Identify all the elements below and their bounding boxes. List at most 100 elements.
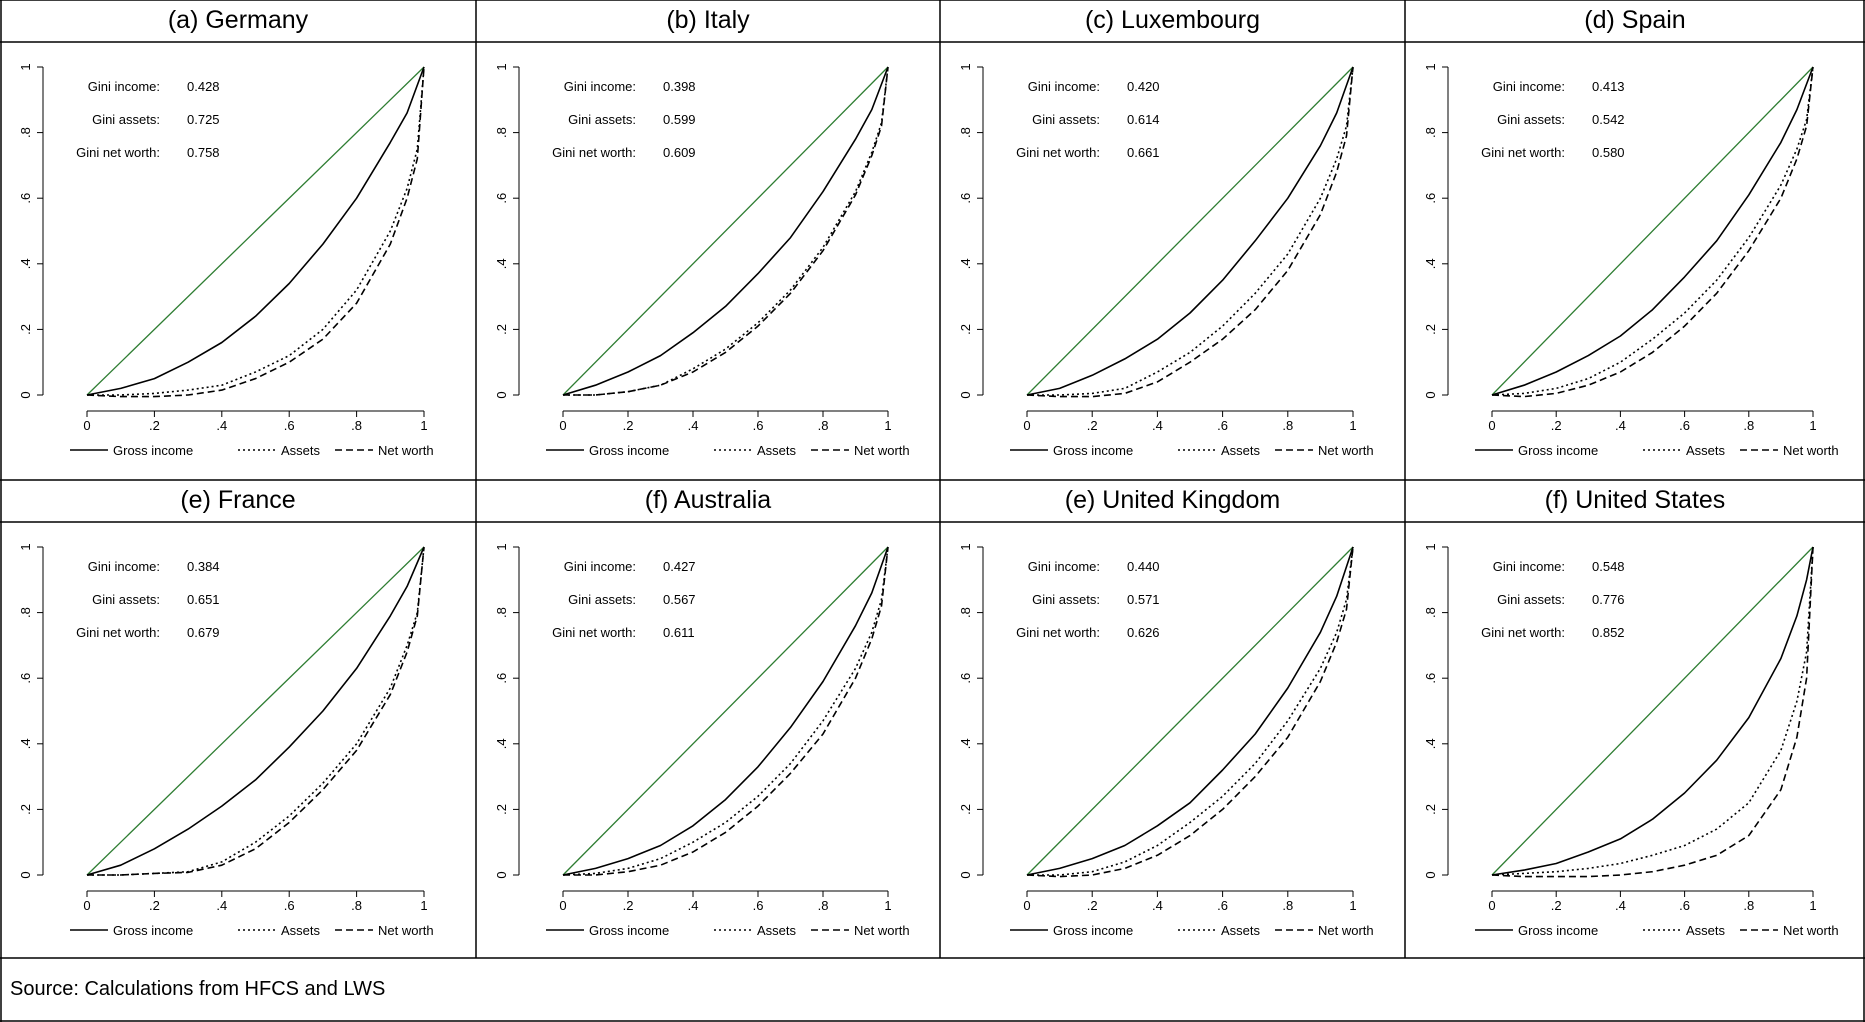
lorenz-chart: 0 .2 .4 .6 .8 1 0 .2 .4 .6 .8 1 Gini income: 0.428 Gin… bbox=[18, 63, 434, 458]
lorenz-chart: 0 .2 .4 .6 .8 1 0 .2 .4 .6 .8 1 Gini income: 0.384 Gin… bbox=[18, 543, 434, 938]
gini-label: Gini net worth: bbox=[552, 145, 636, 160]
gini-label: Gini net worth: bbox=[1016, 145, 1100, 160]
x-tick-label: 1 bbox=[1349, 898, 1356, 913]
gini-label: Gini assets: bbox=[1497, 592, 1565, 607]
gini-label: Gini income: bbox=[564, 559, 636, 574]
x-tick-label: .6 bbox=[284, 418, 295, 433]
x-tick-label: 0 bbox=[83, 418, 90, 433]
legend-label: Net worth bbox=[1318, 443, 1374, 458]
gini-label: Gini income: bbox=[1493, 79, 1565, 94]
panel-title: (e) France bbox=[180, 486, 296, 514]
panel-title: (a) Germany bbox=[167, 6, 309, 34]
x-tick-label: 1 bbox=[1809, 898, 1816, 913]
y-tick-label: 0 bbox=[958, 391, 973, 398]
series-line-gross-income bbox=[1491, 546, 1814, 876]
legend-label: Assets bbox=[281, 923, 321, 938]
x-tick-label: .4 bbox=[1152, 418, 1163, 433]
y-tick-label: .8 bbox=[958, 607, 973, 618]
x-tick-label: .2 bbox=[623, 418, 634, 433]
gini-value: 0.548 bbox=[1592, 559, 1625, 574]
x-tick-label: 0 bbox=[1488, 418, 1495, 433]
equality-line bbox=[86, 546, 425, 876]
panel-title: (f) United States bbox=[1544, 486, 1726, 514]
y-tick-label: 0 bbox=[1423, 871, 1438, 878]
legend-label: Assets bbox=[1686, 443, 1726, 458]
y-tick-label: .4 bbox=[494, 738, 509, 749]
x-tick-label: 1 bbox=[884, 418, 891, 433]
equality-line bbox=[1026, 546, 1354, 876]
y-tick-label: .6 bbox=[958, 193, 973, 204]
x-tick-label: .2 bbox=[1087, 898, 1098, 913]
lorenz-chart: 0 .2 .4 .6 .8 1 0 .2 .4 .6 .8 1 Gini income: 0.440 Gin… bbox=[958, 543, 1374, 938]
y-tick-label: .8 bbox=[494, 607, 509, 618]
x-tick-label: .4 bbox=[688, 418, 699, 433]
series-line-net-worth bbox=[86, 66, 425, 398]
lorenz-chart: 0 .2 .4 .6 .8 1 0 .2 .4 .6 .8 1 Gini income: 0.413 Gin… bbox=[1423, 63, 1839, 458]
gini-value: 0.776 bbox=[1592, 592, 1625, 607]
series-line-gross-income bbox=[86, 66, 425, 396]
x-tick-label: .4 bbox=[216, 418, 227, 433]
x-tick-label: 0 bbox=[559, 898, 566, 913]
legend-label: Net worth bbox=[378, 443, 434, 458]
y-tick-label: .4 bbox=[18, 738, 33, 749]
gini-label: Gini net worth: bbox=[76, 145, 160, 160]
y-tick-label: .6 bbox=[18, 193, 33, 204]
x-tick-label: .8 bbox=[818, 898, 829, 913]
x-tick-label: .2 bbox=[149, 418, 160, 433]
gini-label: Gini income: bbox=[1028, 79, 1100, 94]
gini-value: 0.428 bbox=[187, 79, 220, 94]
y-tick-label: 0 bbox=[18, 871, 33, 878]
series-line-net-worth bbox=[1491, 546, 1814, 878]
series-line-assets bbox=[1491, 66, 1814, 396]
gini-label: Gini income: bbox=[88, 79, 160, 94]
gini-label: Gini net worth: bbox=[1016, 625, 1100, 640]
x-tick-label: .6 bbox=[753, 418, 764, 433]
y-tick-label: .2 bbox=[958, 324, 973, 335]
series-line-gross-income bbox=[562, 546, 889, 876]
lorenz-chart: 0 .2 .4 .6 .8 1 0 .2 .4 .6 .8 1 Gini income: 0.398 Gin… bbox=[494, 63, 910, 458]
y-tick-label: .8 bbox=[494, 127, 509, 138]
x-tick-label: .6 bbox=[1679, 418, 1690, 433]
panel-title: (e) United Kingdom bbox=[1064, 486, 1281, 514]
gini-value: 0.580 bbox=[1592, 145, 1625, 160]
y-tick-label: 0 bbox=[1423, 391, 1438, 398]
x-tick-label: .2 bbox=[149, 898, 160, 913]
x-tick-label: .8 bbox=[818, 418, 829, 433]
gini-value: 0.398 bbox=[663, 79, 696, 94]
y-tick-label: 1 bbox=[494, 543, 509, 550]
gini-value: 0.661 bbox=[1127, 145, 1160, 160]
gini-value: 0.440 bbox=[1127, 559, 1160, 574]
y-tick-label: 1 bbox=[1423, 543, 1438, 550]
y-tick-label: .6 bbox=[18, 673, 33, 684]
y-tick-label: .4 bbox=[1423, 258, 1438, 269]
gini-value: 0.609 bbox=[663, 145, 696, 160]
lorenz-chart: 0 .2 .4 .6 .8 1 0 .2 .4 .6 .8 1 Gini income: 0.420 Gin… bbox=[958, 63, 1374, 458]
y-tick-label: 1 bbox=[958, 63, 973, 70]
legend-label: Assets bbox=[1221, 923, 1261, 938]
gini-value: 0.567 bbox=[663, 592, 696, 607]
y-tick-label: 1 bbox=[1423, 63, 1438, 70]
gini-value: 0.571 bbox=[1127, 592, 1160, 607]
series-line-net-worth bbox=[563, 66, 889, 396]
gini-label: Gini net worth: bbox=[552, 625, 636, 640]
x-tick-label: .2 bbox=[623, 898, 634, 913]
x-tick-label: .4 bbox=[688, 898, 699, 913]
y-tick-label: .2 bbox=[18, 324, 33, 335]
gini-label: Gini assets: bbox=[1032, 112, 1100, 127]
lorenz-chart: 0 .2 .4 .6 .8 1 0 .2 .4 .6 .8 1 Gini income: 0.427 Gin… bbox=[494, 543, 910, 938]
gini-label: Gini income: bbox=[1028, 559, 1100, 574]
gini-label: Gini assets: bbox=[1032, 592, 1100, 607]
y-tick-label: .8 bbox=[1423, 607, 1438, 618]
legend-label: Gross income bbox=[1518, 923, 1598, 938]
y-tick-label: .2 bbox=[18, 804, 33, 815]
y-tick-label: 0 bbox=[18, 391, 33, 398]
legend-label: Gross income bbox=[113, 443, 193, 458]
y-tick-label: .8 bbox=[1423, 127, 1438, 138]
x-tick-label: 0 bbox=[559, 418, 566, 433]
x-tick-label: .8 bbox=[351, 898, 362, 913]
gini-label: Gini net worth: bbox=[1481, 625, 1565, 640]
gini-label: Gini income: bbox=[1493, 559, 1565, 574]
series-line-assets bbox=[1027, 546, 1354, 876]
x-tick-label: .8 bbox=[1282, 418, 1293, 433]
